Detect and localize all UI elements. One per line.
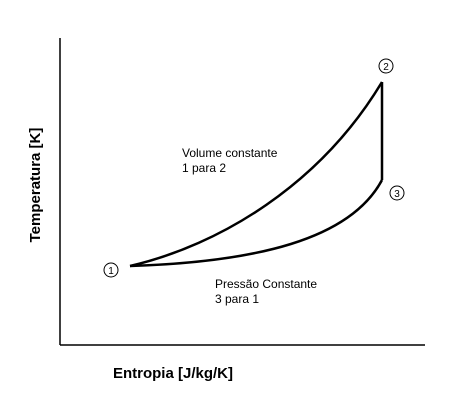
curve-1-2 bbox=[129, 81, 384, 268]
node-circle bbox=[103, 262, 119, 278]
x-axis-label: Entropia [J/kg/K] bbox=[113, 365, 233, 382]
y-axis-label: Temperatura [K] bbox=[27, 128, 44, 243]
process-name: Pressão Constante bbox=[215, 277, 317, 291]
node-circle bbox=[378, 58, 394, 74]
curve-3-1 bbox=[129, 179, 384, 268]
node-label: 1 bbox=[108, 266, 114, 277]
process-detail: 3 para 1 bbox=[215, 292, 259, 306]
node-circle bbox=[389, 185, 405, 201]
node-label: 3 bbox=[394, 189, 400, 200]
node-label: 2 bbox=[383, 62, 389, 73]
process-name: Volume constante bbox=[182, 146, 278, 160]
process-detail: 1 para 2 bbox=[182, 161, 226, 175]
